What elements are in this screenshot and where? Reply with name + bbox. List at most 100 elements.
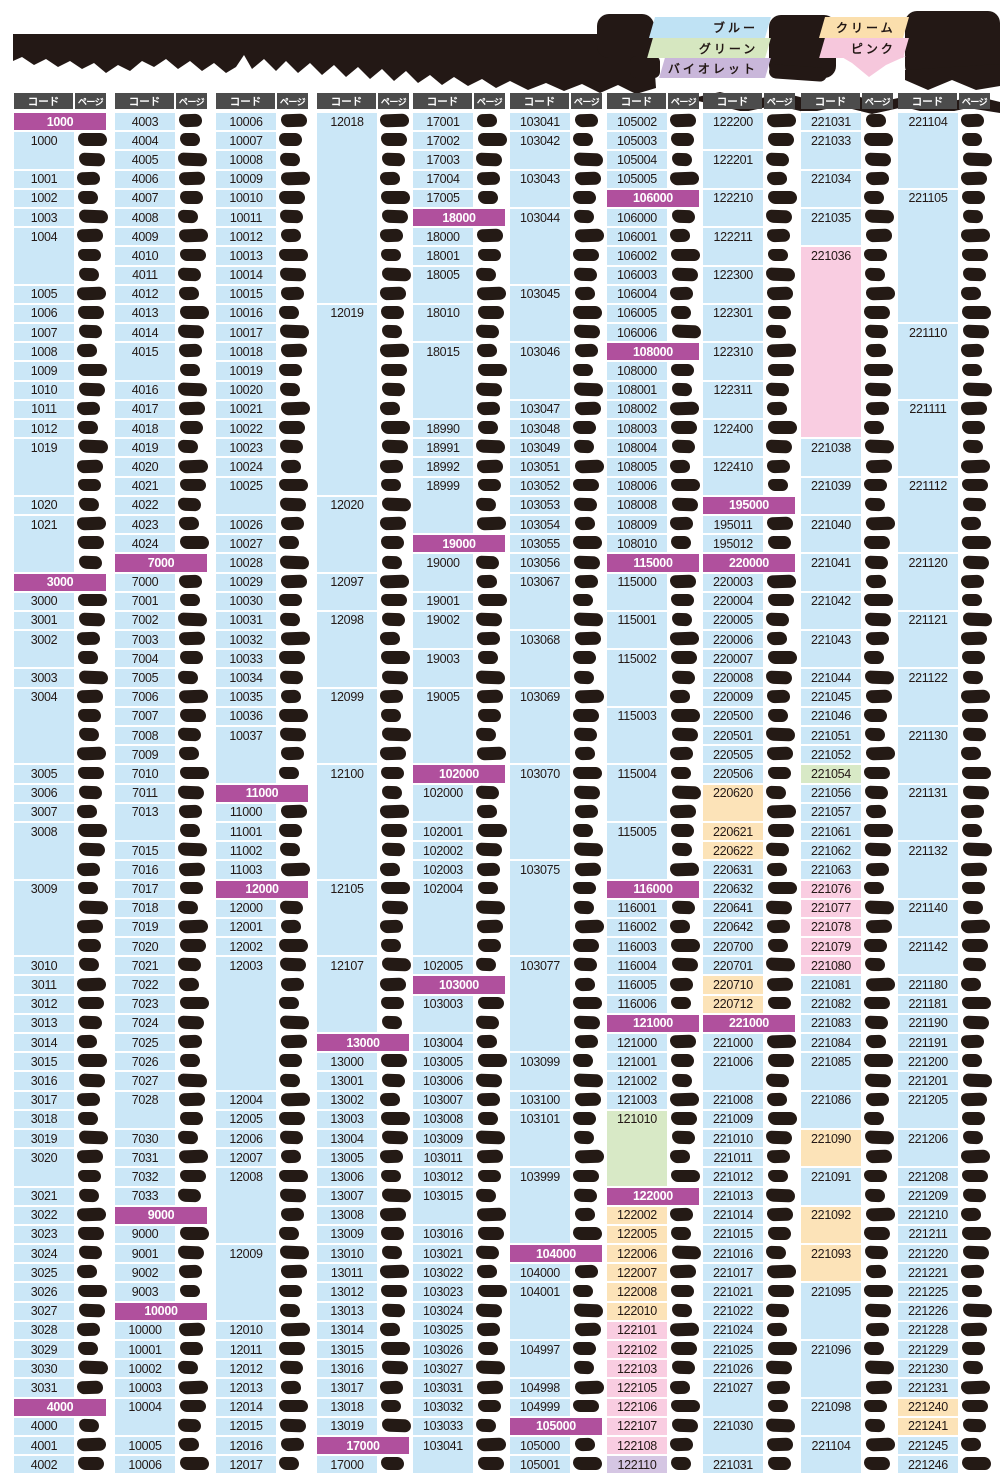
code-row: 3030 [14, 1358, 109, 1378]
page-number-redacted [381, 709, 401, 722]
section-header: 19000 [413, 533, 505, 553]
page-number-redacted [381, 555, 403, 569]
page-number-redacted [574, 171, 602, 185]
code-cell: 221210 [898, 1204, 958, 1224]
code-row: 12010 [216, 1319, 311, 1339]
code-row: 9000 [115, 1223, 209, 1244]
code-row: 108005 [607, 456, 699, 476]
page-number-redacted [279, 1015, 310, 1030]
code-cell: 221077 [801, 897, 861, 917]
page-number-redacted [960, 747, 982, 761]
code-row: 221095 [801, 1281, 893, 1301]
code-row [898, 705, 990, 725]
code-cell: 12099 [317, 686, 377, 706]
code-cell [510, 264, 570, 284]
section-header: 18000 [413, 206, 505, 227]
code-cell: 7016 [115, 859, 175, 879]
page-number-redacted [478, 709, 501, 722]
page-number-redacted [865, 574, 887, 588]
page-number-redacted [178, 977, 200, 991]
section-header: 108000 [607, 341, 699, 361]
code-row: 103051 [510, 456, 605, 476]
page-number-redacted [279, 497, 307, 511]
code-cell: 104001 [510, 1281, 570, 1301]
page-number-redacted [381, 152, 406, 166]
code-cell: 103044 [510, 206, 570, 227]
page-number-redacted [280, 1322, 311, 1337]
page-number-redacted [962, 306, 991, 319]
code-row: 12008 [216, 1166, 308, 1186]
code-row [317, 341, 410, 361]
code-row [510, 897, 602, 917]
code-column-7: コード ページ 105002 105003 105004 105005 106000 1060… [607, 93, 702, 1474]
code-row: 13002 [317, 1089, 409, 1109]
page-number-redacted [177, 785, 205, 799]
code-cell [898, 955, 958, 975]
code-header-label: コード [898, 93, 957, 109]
code-cell: 106001 [607, 226, 667, 246]
code-row: 12002 [216, 936, 308, 956]
page-number-redacted [671, 824, 694, 837]
code-cell: 221042 [801, 590, 861, 610]
code-cell: 103045 [510, 283, 570, 303]
page-number-redacted [765, 785, 787, 799]
code-cell [413, 1454, 473, 1474]
code-row: 221091 [801, 1166, 893, 1186]
code-row [317, 130, 409, 150]
page-number-redacted [478, 1111, 498, 1125]
code-cell: 3030 [14, 1358, 74, 1378]
page-number-redacted [765, 670, 793, 684]
code-cell: 7031 [115, 1147, 175, 1167]
page-number-redacted [962, 1073, 993, 1087]
section-header: 11000 [216, 782, 308, 802]
code-row: 1012 [14, 418, 106, 438]
page-number-redacted [78, 1130, 109, 1145]
page-number-redacted [279, 651, 305, 665]
page-number-redacted [766, 286, 794, 300]
code-cell: 105000 [510, 1434, 570, 1455]
page-number-redacted [381, 1418, 412, 1433]
code-cell: 221240 [898, 1396, 958, 1416]
code-row: 3027 [14, 1300, 106, 1320]
page-number-redacted [573, 958, 598, 972]
code-cell: 4019 [115, 437, 175, 457]
code-row [413, 283, 507, 303]
page-number-redacted [475, 900, 506, 914]
code-row: 221131 [898, 782, 990, 802]
code-cell [317, 744, 377, 764]
code-row: 221031 [703, 1454, 795, 1474]
code-cell [510, 1223, 570, 1244]
code-cell [801, 1454, 861, 1474]
code-cell: 221132 [898, 840, 958, 860]
code-cell: 108008 [607, 494, 667, 514]
page-number-redacted [177, 727, 202, 742]
code-cell: 18999 [413, 475, 473, 495]
code-row [510, 725, 602, 745]
code-cell: 103007 [413, 1089, 473, 1109]
page-number-redacted [475, 497, 497, 511]
code-cell: 7017 [115, 878, 175, 898]
page-header-label: ページ [764, 93, 795, 109]
code-row: 221061 [801, 820, 893, 841]
code-row [317, 801, 410, 821]
code-cell: 13001 [317, 1070, 377, 1090]
code-cell: 221092 [801, 1204, 861, 1224]
page-number-redacted [180, 248, 206, 262]
code-cell [14, 648, 74, 668]
code-cell [898, 820, 958, 841]
page-number-redacted [573, 1342, 596, 1355]
column-header-row: コード ページ [510, 93, 602, 109]
code-row: 103052 [510, 475, 602, 495]
code-row [607, 590, 699, 610]
code-cell: 221081 [801, 974, 861, 994]
page-number-redacted [864, 1073, 892, 1087]
code-row [413, 1454, 505, 1474]
code-cell: 19002 [413, 609, 473, 630]
code-cell [216, 1012, 276, 1032]
page-number-redacted [669, 746, 694, 761]
code-cell: 7021 [115, 955, 175, 975]
code-row: 103024 [413, 1300, 505, 1320]
code-cell: 7002 [115, 609, 175, 630]
code-column-10: コード ページ 221104 221105 221110 221111 221112 2211… [898, 93, 993, 1474]
section-header: 102000 [413, 763, 505, 783]
